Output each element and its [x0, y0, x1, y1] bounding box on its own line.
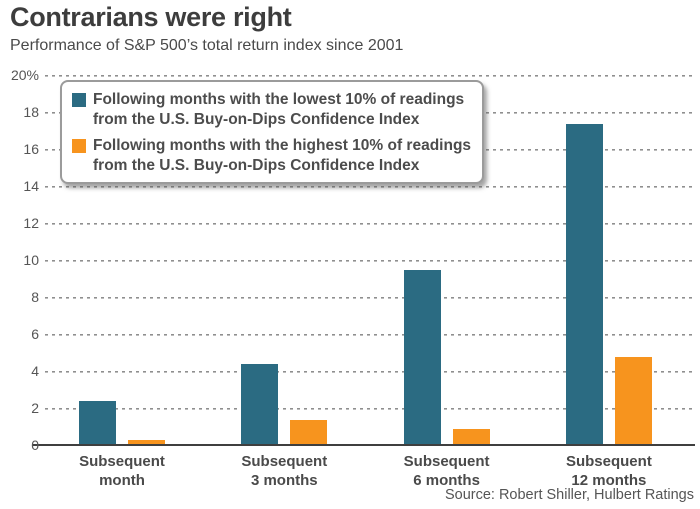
y-tick-label-4: 4 — [31, 363, 39, 379]
y-tick-label-18: 18 — [23, 104, 39, 120]
legend-item-lowest: Following months with the lowest 10% of … — [72, 90, 472, 130]
chart-title: Contrarians were right — [10, 2, 292, 32]
x-axis-label-line: 12 months — [571, 472, 647, 489]
y-tick-label-0: 0 — [31, 437, 39, 453]
legend-label-lowest-line2: from the U.S. Buy-on-Dips Confidence Ind… — [93, 111, 420, 128]
x-axis-label-line: Subsequent — [403, 453, 490, 470]
x-axis-label-line: Subsequent — [241, 453, 328, 470]
bar-highest-subsequent-6-months — [452, 429, 490, 444]
x-axis-label-line: 3 months — [250, 472, 318, 489]
bar-lowest-subsequent-6-months — [403, 270, 441, 444]
gridline-2 — [45, 408, 695, 410]
y-tick-label-14: 14 — [23, 178, 39, 194]
legend-label-lowest: Following months with the lowest 10% of … — [93, 90, 464, 130]
highest-series-swatch — [72, 139, 86, 153]
bar-lowest-subsequent-month — [79, 401, 116, 444]
gridline-6 — [45, 334, 695, 336]
plot-area: 20% 18 16 14 12 10 8 6 4 2 0 Subsequent month Subsequ… — [11, 67, 695, 489]
legend-label-highest-line2: from the U.S. Buy-on-Dips Confidence Ind… — [93, 157, 420, 174]
x-axis-line — [33, 444, 695, 446]
x-axis-label-subsequent-6-months: Subsequent 6 months — [372, 452, 522, 490]
x-axis-label-subsequent-3-months: Subsequent 3 months — [209, 452, 359, 490]
gridline-12 — [45, 223, 695, 225]
x-axis-label-subsequent-month: Subsequent month — [47, 452, 197, 490]
y-tick-label-10: 10 — [23, 252, 39, 268]
legend-item-highest: Following months with the highest 10% of… — [72, 136, 472, 176]
bar-highest-subsequent-month — [128, 440, 165, 444]
bar-lowest-subsequent-12-months — [565, 123, 603, 444]
lowest-series-swatch — [72, 93, 86, 107]
legend-label-highest: Following months with the highest 10% of… — [93, 136, 471, 176]
x-axis-label-subsequent-12-months: Subsequent 12 months — [534, 452, 684, 490]
gridline-8 — [45, 297, 695, 299]
gridline-14 — [45, 186, 695, 188]
legend-label-highest-line1: Following months with the highest 10% of… — [93, 137, 472, 154]
gridline-20 — [45, 75, 695, 77]
x-axis-label-line: month — [99, 472, 145, 489]
bar-highest-subsequent-3-months — [290, 419, 328, 444]
source-credit: Source: Robert Shiller, Hulbert Ratings — [444, 487, 694, 503]
y-tick-label-20: 20% — [10, 67, 39, 83]
x-axis-label-line: Subsequent — [79, 453, 165, 470]
y-tick-label-2: 2 — [31, 400, 39, 416]
y-tick-label-16: 16 — [23, 141, 39, 157]
gridline-10 — [45, 260, 695, 262]
y-tick-label-12: 12 — [23, 215, 39, 231]
y-tick-label-6: 6 — [31, 326, 39, 342]
legend-label-lowest-line1: Following months with the lowest 10% of … — [93, 91, 465, 108]
bar-highest-subsequent-12-months — [614, 357, 652, 444]
x-axis-label-line: Subsequent — [565, 453, 652, 470]
gridline-4 — [45, 371, 695, 373]
bar-lowest-subsequent-3-months — [241, 364, 279, 444]
legend: Following months with the lowest 10% of … — [60, 80, 484, 184]
chart-subtitle: Performance of S&P 500’s total return in… — [10, 37, 404, 54]
x-axis-label-line: 6 months — [413, 472, 480, 489]
y-tick-label-8: 8 — [31, 289, 39, 305]
